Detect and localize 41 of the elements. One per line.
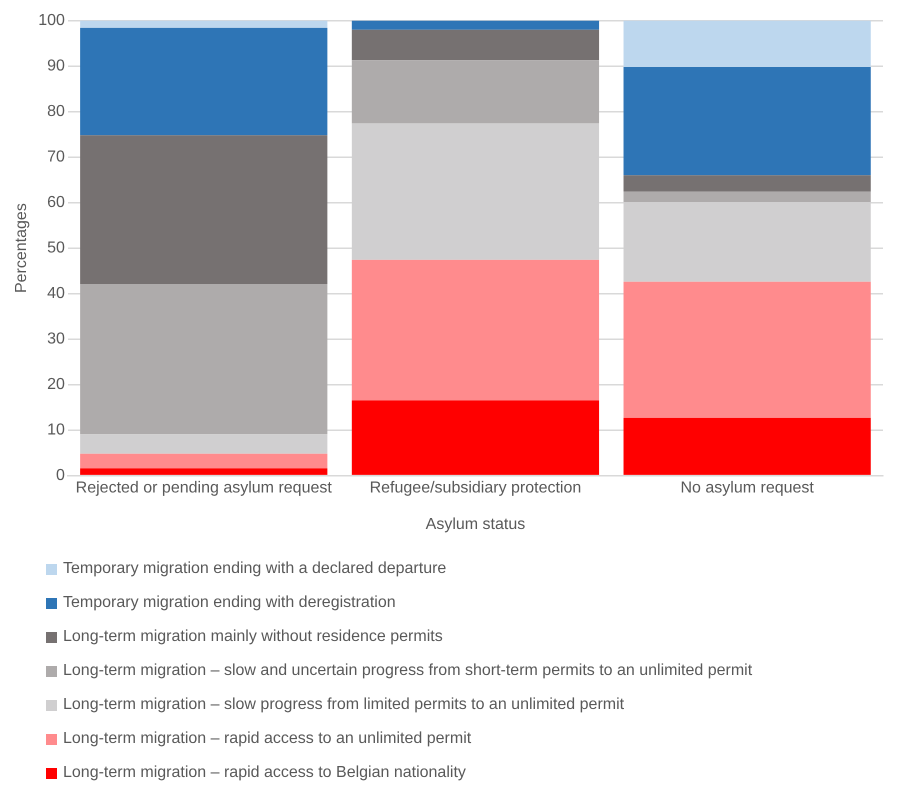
legend-label: Long-term migration mainly without residence permits bbox=[63, 628, 443, 646]
x-tick-label: No asylum request bbox=[680, 480, 814, 497]
bar bbox=[624, 418, 871, 475]
bar bbox=[624, 67, 871, 176]
bar bbox=[80, 28, 328, 136]
bar bbox=[352, 60, 600, 124]
legend-label: Long-term migration – slow progress from limited permits to an unlimited permit bbox=[63, 696, 624, 714]
legend-label: Temporary migration ending with deregistration bbox=[63, 594, 396, 612]
y-tick-label: 70 bbox=[47, 148, 65, 166]
x-tick-label: Refugee/subsidiary protection bbox=[370, 480, 582, 497]
y-tick-label: 10 bbox=[47, 422, 65, 439]
bar bbox=[624, 282, 871, 418]
y-tick-label: 40 bbox=[47, 285, 65, 302]
x-axis-title: Asylum status bbox=[426, 516, 526, 533]
y-tick-label: 20 bbox=[47, 376, 65, 394]
y-tick-label: 50 bbox=[47, 240, 65, 257]
bar bbox=[80, 20, 328, 28]
bar bbox=[80, 284, 328, 434]
bar bbox=[352, 20, 600, 30]
y-tick-label: 80 bbox=[47, 103, 65, 120]
y-tick-label: 30 bbox=[47, 330, 65, 348]
y-tick-label: 60 bbox=[47, 194, 65, 212]
bar bbox=[80, 135, 328, 284]
bar bbox=[80, 468, 328, 475]
bar bbox=[624, 175, 871, 192]
y-tick-label: 100 bbox=[38, 12, 65, 30]
legend-label: Long-term migration – slow and uncertain progress from short-term permits to an unlimited permit bbox=[63, 662, 752, 680]
y-tick-label: 90 bbox=[47, 58, 65, 75]
y-tick-label: 0 bbox=[56, 467, 65, 484]
bar bbox=[624, 192, 871, 202]
y-axis-title: Percentages bbox=[13, 203, 30, 294]
bar bbox=[352, 400, 600, 475]
bar bbox=[80, 454, 328, 468]
bar bbox=[624, 20, 871, 68]
legend-label: Temporary migration ending with a declared departure bbox=[63, 560, 446, 578]
legend-label: Long-term migration – rapid access to an unlimited permit bbox=[63, 730, 472, 748]
legend-label: Long-term migration – rapid access to Belgian nationality bbox=[63, 764, 466, 782]
bar bbox=[80, 434, 328, 454]
bar bbox=[352, 260, 600, 401]
x-tick-label: Rejected or pending asylum request bbox=[76, 480, 332, 497]
bar bbox=[352, 30, 600, 60]
